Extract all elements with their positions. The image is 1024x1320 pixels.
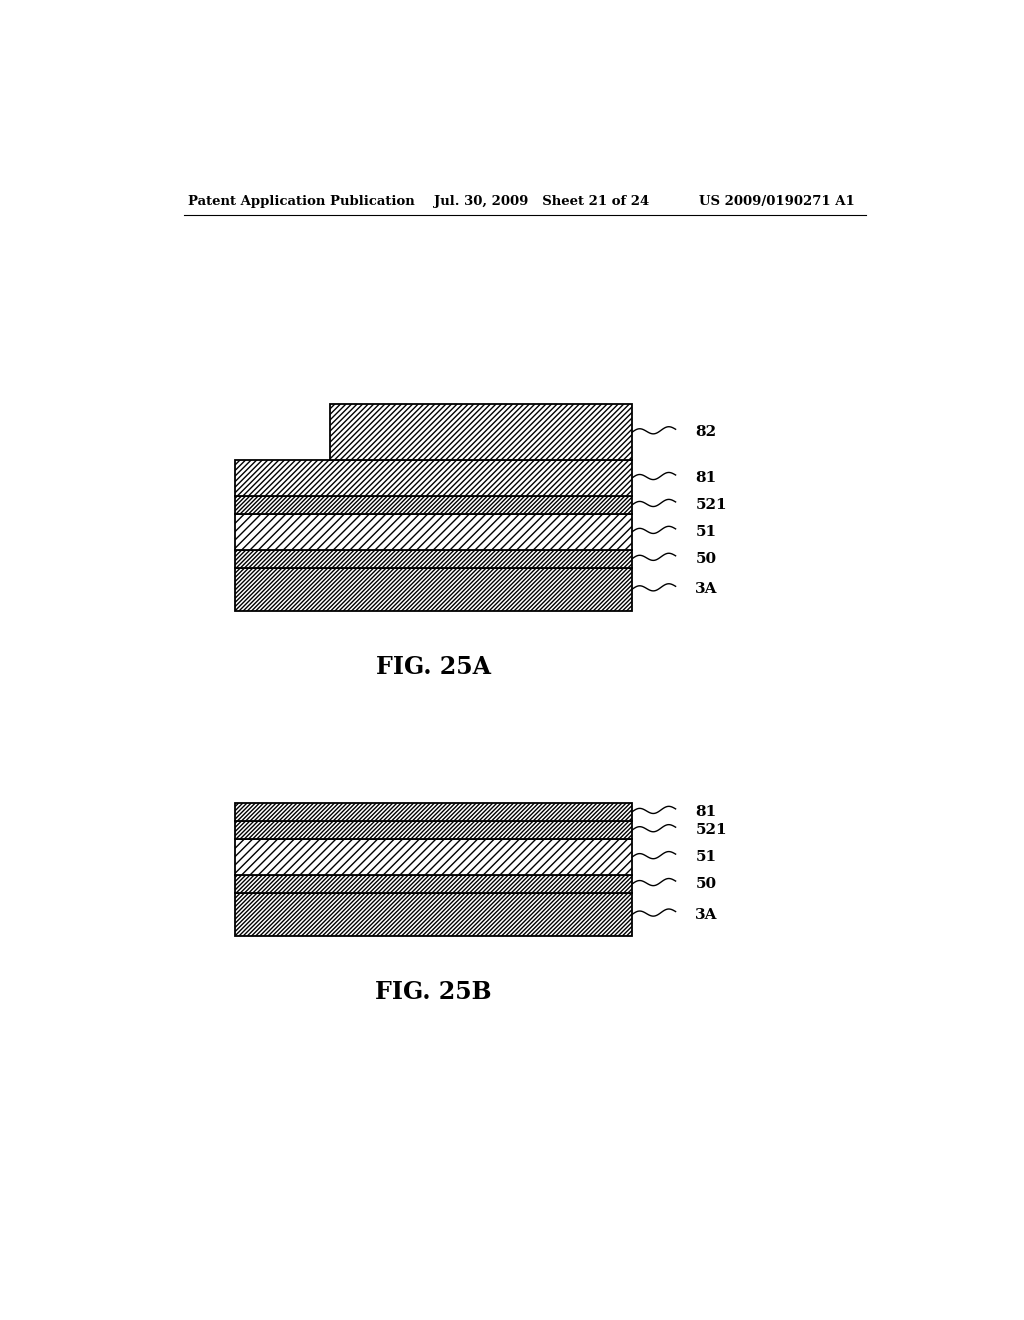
Text: 51: 51 — [695, 525, 717, 539]
Bar — [236, 461, 632, 496]
Bar — [236, 803, 632, 821]
Text: US 2009/0190271 A1: US 2009/0190271 A1 — [699, 194, 855, 207]
Text: 51: 51 — [695, 850, 717, 865]
Text: 50: 50 — [695, 876, 717, 891]
Text: FIG. 25A: FIG. 25A — [376, 655, 492, 678]
Bar — [236, 821, 632, 840]
Text: Jul. 30, 2009   Sheet 21 of 24: Jul. 30, 2009 Sheet 21 of 24 — [433, 194, 649, 207]
Text: 82: 82 — [695, 425, 717, 440]
Text: 3A: 3A — [695, 582, 718, 597]
Text: FIG. 25B: FIG. 25B — [375, 979, 492, 1003]
Text: 521: 521 — [695, 498, 727, 512]
Text: 3A: 3A — [695, 908, 718, 921]
Text: 81: 81 — [695, 471, 717, 484]
Text: 81: 81 — [695, 805, 717, 818]
Bar — [236, 496, 632, 513]
Bar — [236, 513, 632, 549]
Bar — [236, 568, 632, 611]
Bar — [236, 840, 632, 875]
Bar — [236, 549, 632, 568]
Bar — [331, 404, 632, 461]
Bar — [236, 875, 632, 894]
Text: Patent Application Publication: Patent Application Publication — [187, 194, 415, 207]
Text: 50: 50 — [695, 552, 717, 566]
Bar — [236, 894, 632, 936]
Text: 521: 521 — [695, 824, 727, 837]
